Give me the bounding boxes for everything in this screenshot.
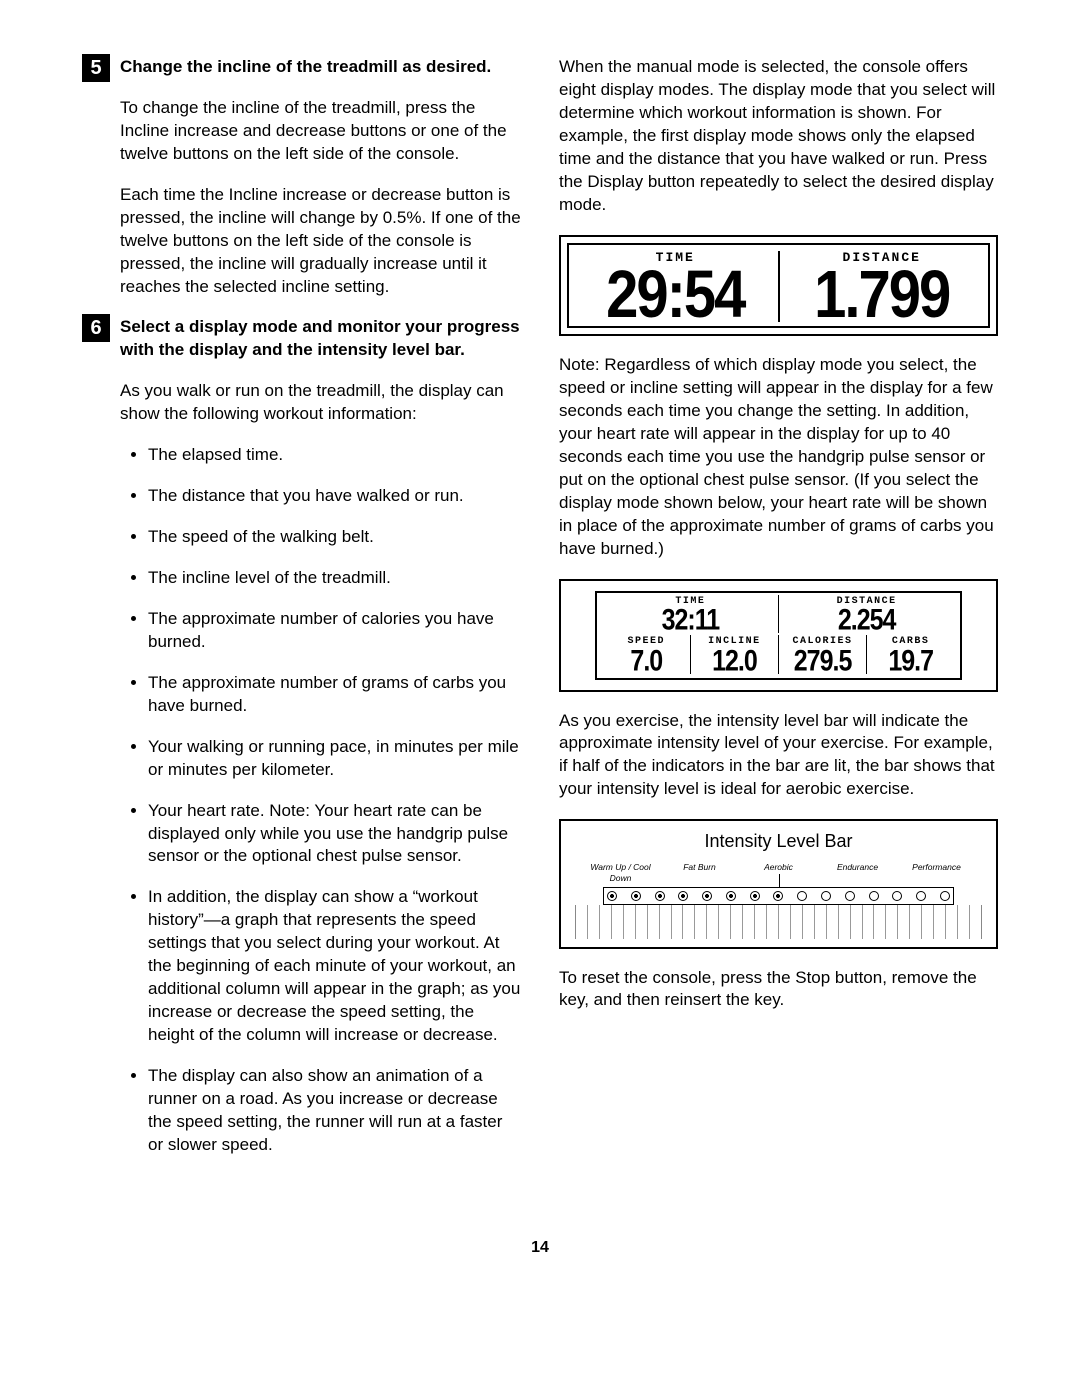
intensity-dot	[678, 891, 688, 901]
intensity-dot	[916, 891, 926, 901]
lcd2-speed-value: 7.0	[605, 646, 688, 676]
workout-info-item: The speed of the walking belt.	[148, 526, 521, 549]
intensity-dot	[607, 891, 617, 901]
intensity-bar-title: Intensity Level Bar	[575, 829, 982, 853]
workout-info-item: The incline level of the treadmill.	[148, 567, 521, 590]
workout-info-item: The elapsed time.	[148, 444, 521, 467]
step-6-title: Select a display mode and monitor your p…	[120, 316, 521, 362]
intensity-bar-dots	[603, 887, 954, 905]
right-paragraph-4: To reset the console, press the Stop but…	[559, 967, 998, 1013]
intensity-bar-columns	[575, 905, 982, 939]
intensity-dot	[750, 891, 760, 901]
intensity-bar: Intensity Level Bar Warm Up / Cool DownF…	[559, 819, 998, 948]
right-paragraph-3: As you exercise, the intensity level bar…	[559, 710, 998, 802]
step-6: 6 Select a display mode and monitor your…	[120, 316, 521, 362]
intensity-dot	[892, 891, 902, 901]
lcd2-incline-value: 12.0	[693, 646, 776, 676]
lcd1-distance-value: 1.799	[786, 262, 979, 329]
workout-info-item: In addition, the display can show a “wor…	[148, 886, 521, 1047]
intensity-zone-label: Warm Up / Cool Down	[581, 862, 660, 885]
intensity-dot	[773, 891, 783, 901]
lcd1-time-value: 29:54	[579, 262, 772, 329]
intensity-zone-label: Endurance	[818, 862, 897, 885]
lcd2-carbs-value: 19.7	[869, 646, 952, 676]
workout-info-item: The display can also show an animation o…	[148, 1065, 521, 1157]
intensity-dot	[726, 891, 736, 901]
intensity-dot	[655, 891, 665, 901]
intensity-zone-label: Fat Burn	[660, 862, 739, 885]
intensity-dot	[940, 891, 950, 901]
step-5: 5 Change the incline of the treadmill as…	[120, 56, 521, 79]
step-5-paragraph-2: Each time the Incline increase or decrea…	[120, 184, 521, 299]
step-5-paragraph-1: To change the incline of the treadmill, …	[120, 97, 521, 166]
intensity-dot	[821, 891, 831, 901]
intensity-dot	[702, 891, 712, 901]
step-5-title: Change the incline of the treadmill as d…	[120, 56, 521, 79]
workout-info-list: The elapsed time. The distance that you h…	[120, 444, 521, 1157]
intensity-dot	[631, 891, 641, 901]
workout-info-item: Your heart rate. Note: Your heart rate c…	[148, 800, 521, 869]
intensity-zone-label: Performance	[897, 862, 976, 885]
lcd-display-2: TIME 32:11 DISTANCE 2.254 SPEED 7.0	[559, 579, 998, 692]
lcd2-calories-value: 279.5	[781, 646, 864, 676]
workout-info-item: Your walking or running pace, in minutes…	[148, 736, 521, 782]
workout-info-item: The distance that you have walked or run…	[148, 485, 521, 508]
step-6-intro: As you walk or run on the treadmill, the…	[120, 380, 521, 426]
lcd2-distance-value: 2.254	[781, 606, 952, 636]
right-paragraph-1: When the manual mode is selected, the co…	[559, 56, 998, 217]
step-number-5: 5	[82, 54, 110, 82]
intensity-dot	[845, 891, 855, 901]
intensity-dot	[869, 891, 879, 901]
workout-info-item: The approximate number of calories you h…	[148, 608, 521, 654]
lcd-display-1: TIME 29:54 DISTANCE 1.799	[559, 235, 998, 337]
right-paragraph-2: Note: Regardless of which display mode y…	[559, 354, 998, 560]
page-number: 14	[82, 1237, 998, 1259]
intensity-dot	[797, 891, 807, 901]
lcd2-time-value: 32:11	[605, 606, 776, 636]
step-number-6: 6	[82, 314, 110, 342]
workout-info-item: The approximate number of grams of carbs…	[148, 672, 521, 718]
